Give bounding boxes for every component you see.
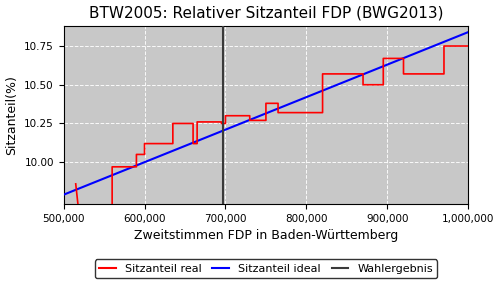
Y-axis label: Sitzanteil(%): Sitzanteil(%)	[6, 75, 18, 155]
X-axis label: Zweitstimmen FDP in Baden-Württemberg: Zweitstimmen FDP in Baden-Württemberg	[134, 229, 398, 242]
Legend: Sitzanteil real, Sitzanteil ideal, Wahlergebnis: Sitzanteil real, Sitzanteil ideal, Wahle…	[94, 260, 438, 278]
Title: BTW2005: Relativer Sitzanteil FDP (BWG2013): BTW2005: Relativer Sitzanteil FDP (BWG20…	[88, 6, 443, 21]
